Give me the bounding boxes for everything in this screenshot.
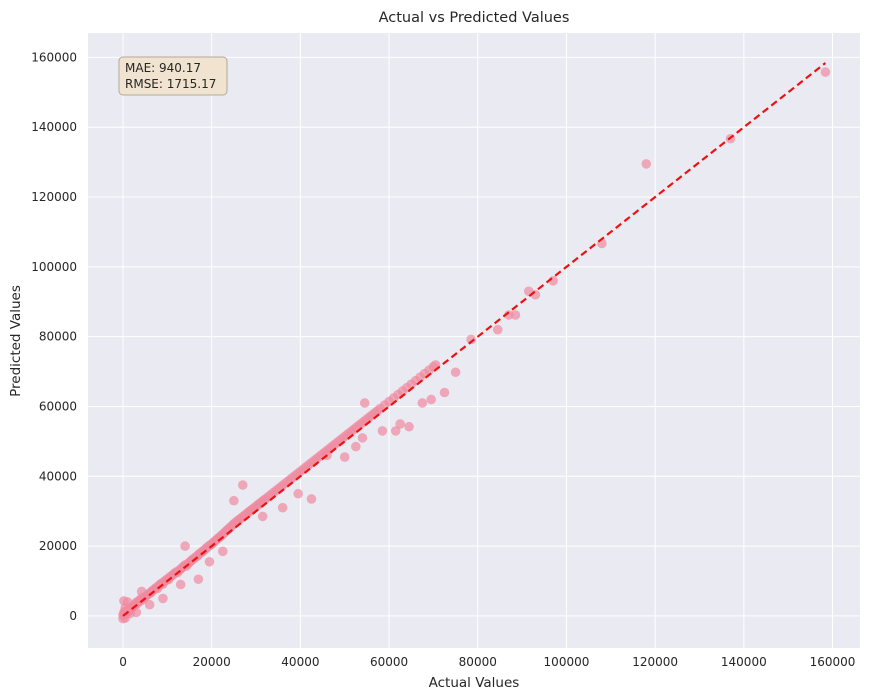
data-point [218, 546, 228, 557]
data-point [504, 310, 514, 320]
y-tick-label: 120000 [31, 190, 77, 204]
data-point [136, 586, 147, 597]
y-tick-label: 100000 [31, 260, 77, 274]
data-point [158, 593, 168, 604]
y-tick-label: 60000 [39, 399, 77, 413]
data-point [193, 574, 204, 585]
chart-title: Actual vs Predicted Values [379, 10, 570, 26]
y-tick-label: 40000 [39, 469, 77, 483]
x-tick-label: 120000 [632, 655, 678, 669]
data-point [377, 426, 388, 436]
y-tick-label: 20000 [39, 539, 77, 553]
x-axis-label: Actual Values [429, 675, 520, 691]
x-tick-label: 40000 [281, 655, 319, 669]
y-tick-label: 80000 [39, 330, 77, 344]
x-tick-label: 0 [119, 655, 127, 669]
data-point [180, 541, 190, 551]
data-point [339, 452, 350, 462]
data-point [426, 394, 437, 405]
data-point [450, 367, 461, 378]
data-point [120, 603, 131, 613]
data-point [237, 480, 248, 490]
x-tick-label: 60000 [370, 655, 408, 669]
stats-box: MAE: 940.17 RMSE: 1715.17 [118, 56, 228, 96]
data-point [466, 334, 476, 345]
data-point [357, 433, 368, 443]
data-point [641, 159, 652, 169]
data-point [417, 398, 428, 408]
stats-rmse: RMSE: 1715.17 [125, 77, 216, 91]
stats-box-background [118, 56, 228, 96]
data-point [820, 67, 831, 77]
x-tick-label: 160000 [810, 655, 856, 669]
data-point [439, 387, 450, 398]
data-point [492, 324, 503, 335]
data-point [359, 398, 370, 408]
y-tick-label: 140000 [31, 120, 77, 134]
x-tick-label: 80000 [459, 655, 497, 669]
data-point [257, 511, 268, 522]
x-tick-label: 100000 [544, 655, 590, 669]
y-tick-label: 0 [69, 609, 77, 623]
data-point [510, 310, 521, 320]
reference-line [122, 62, 827, 617]
x-tick-label: 140000 [721, 655, 767, 669]
data-point [204, 556, 215, 567]
data-point [351, 441, 361, 452]
data-point [395, 419, 405, 429]
data-point [404, 421, 414, 432]
data-point [144, 599, 155, 610]
data-point [390, 426, 401, 436]
x-tick-label: 20000 [193, 655, 231, 669]
stats-mae: MAE: 940.17 [125, 61, 201, 75]
data-point [306, 494, 317, 504]
y-tick-label: 160000 [31, 50, 77, 64]
x-axis-ticks: 0 20000 40000 60000 80000 100000 120000 140000 1… [119, 655, 855, 669]
data-point [277, 502, 288, 513]
data-point [175, 579, 186, 590]
data-point [293, 488, 303, 499]
data-point [229, 495, 239, 506]
data-points [118, 67, 831, 624]
y-axis-ticks: 0 20000 40000 60000 80000 100000 120000 140000 1… [31, 50, 77, 622]
y-axis-label: Predicted Values [8, 285, 24, 397]
